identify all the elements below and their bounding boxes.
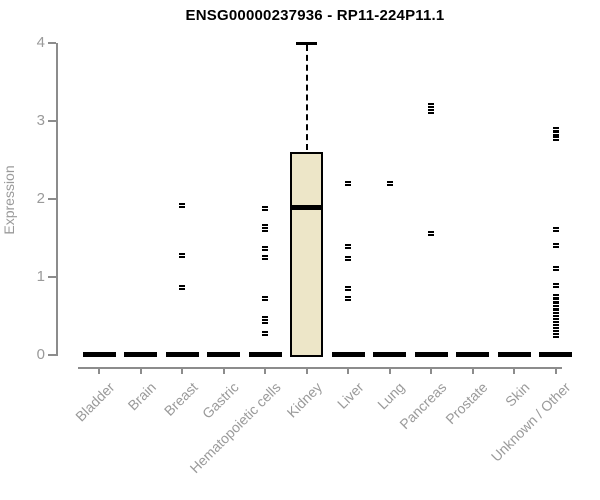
outlier-point <box>552 332 559 338</box>
outlier-point <box>345 256 351 262</box>
outlier-point <box>552 301 559 307</box>
y-axis-tick <box>48 354 56 356</box>
zero-median-dash <box>248 352 282 357</box>
outlier-point <box>262 206 268 212</box>
outlier-point <box>262 331 268 337</box>
median-line <box>290 204 323 210</box>
zero-median-dash <box>497 352 531 357</box>
outlier-point <box>345 243 351 249</box>
x-tick-label: Kidney <box>283 379 325 421</box>
outlier-point <box>428 102 434 108</box>
x-axis-tick <box>264 368 266 374</box>
outlier-point <box>552 126 559 132</box>
zero-median-dash <box>165 352 199 357</box>
x-tick-label: Lung <box>374 379 408 413</box>
outlier-point <box>345 285 351 291</box>
outlier-point <box>552 293 559 299</box>
y-tick-label: 0 <box>36 346 45 363</box>
x-axis-tick <box>471 368 474 374</box>
x-axis-tick <box>222 368 225 374</box>
outlier-point <box>552 311 559 317</box>
x-axis-tick <box>388 368 391 374</box>
x-axis-tick <box>139 368 142 374</box>
zero-median-dash <box>414 352 448 357</box>
x-tick-label: Breast <box>160 379 201 419</box>
outlier-point <box>262 246 268 252</box>
outlier-point <box>262 296 268 302</box>
whisker-cap <box>296 42 317 45</box>
outlier-point <box>179 253 185 259</box>
outlier-point <box>552 282 559 288</box>
outlier-point <box>552 243 559 249</box>
y-tick-label: 4 <box>36 34 45 51</box>
zero-median-dash <box>82 352 116 357</box>
zero-median-dash <box>331 352 365 357</box>
outlier-point <box>386 180 393 186</box>
x-axis-tick <box>347 368 349 374</box>
whisker-line <box>305 45 308 151</box>
zero-median-dash <box>124 352 157 357</box>
outlier-point <box>552 226 559 232</box>
x-axis-tick <box>98 368 100 374</box>
outlier-point <box>552 314 559 320</box>
outlier-point <box>552 266 559 272</box>
zero-median-dash <box>456 352 489 357</box>
y-tick-label: 1 <box>36 268 45 285</box>
outlier-point <box>552 298 559 304</box>
x-axis-tick <box>430 368 432 374</box>
outlier-point <box>179 285 185 291</box>
x-axis-tick <box>554 368 557 374</box>
outlier-point <box>552 308 559 314</box>
x-tick-label: Bladder <box>71 379 118 425</box>
outlier-point <box>552 327 559 333</box>
outlier-point <box>552 131 559 137</box>
x-tick-label: Brain <box>124 379 159 414</box>
zero-median-dash <box>539 352 572 357</box>
outlier-point <box>552 317 559 323</box>
outlier-point <box>552 321 559 327</box>
y-axis-tick <box>48 276 56 278</box>
x-axis-tick <box>305 368 308 374</box>
outlier-point <box>428 108 434 114</box>
y-axis-line <box>56 43 58 356</box>
x-tick-label: Skin <box>501 379 533 410</box>
x-tick-label: Liver <box>333 379 367 412</box>
outlier-point <box>179 203 185 209</box>
y-axis-tick <box>48 120 56 122</box>
y-axis-tick <box>48 198 56 200</box>
y-tick-label: 2 <box>36 190 45 207</box>
outlier-point <box>552 304 559 310</box>
outlier-point <box>262 318 268 324</box>
outlier-point <box>262 227 268 233</box>
x-axis-line <box>78 367 562 369</box>
x-tick-label: Prostate <box>442 379 491 428</box>
outlier-point <box>552 324 559 330</box>
outlier-point <box>552 136 559 142</box>
outlier-point <box>262 254 268 260</box>
box-body <box>290 152 323 357</box>
x-axis-tick <box>513 368 515 374</box>
x-axis-tick <box>181 368 183 374</box>
outlier-point <box>428 231 434 237</box>
outlier-point <box>262 223 268 229</box>
y-tick-label: 3 <box>36 112 45 129</box>
chart-title: ENSG00000237936 - RP11-224P11.1 <box>185 7 445 24</box>
y-axis-tick <box>48 42 56 44</box>
outlier-point <box>345 296 351 302</box>
outlier-point <box>345 180 351 186</box>
zero-median-dash <box>207 352 240 357</box>
zero-median-dash <box>373 352 406 357</box>
